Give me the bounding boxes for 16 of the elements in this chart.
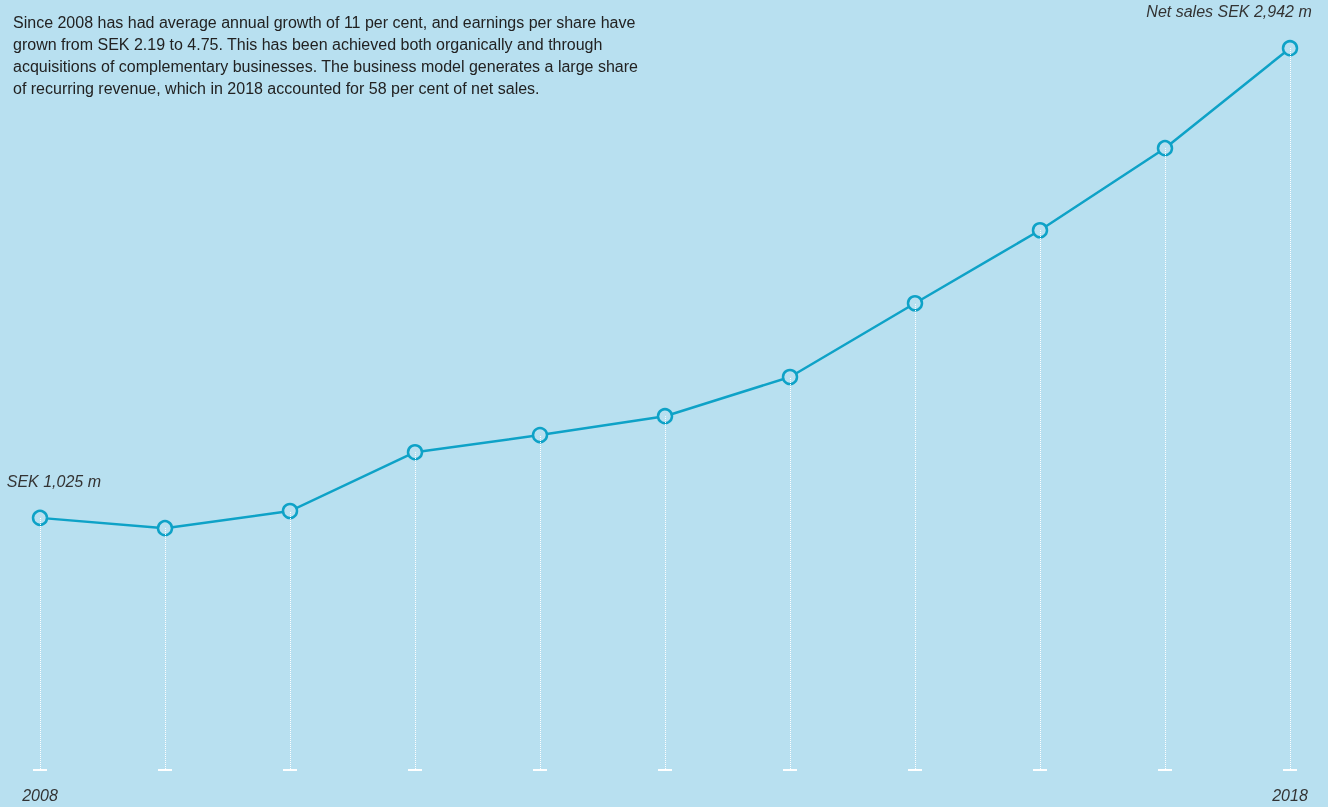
point — [1031, 222, 1049, 239]
point — [781, 368, 799, 386]
point — [281, 502, 299, 520]
point — [31, 509, 49, 527]
x-tick-label: 2008 — [21, 786, 58, 804]
point — [1156, 139, 1174, 157]
annotation: Since 2008 has had average annual growth of 11 per cent, and earnings per share have grown from SEK 2.19 to 4.75. This has been achieved both organically and through acquisitions of complementary businesses. The business model generates a large share of recurring revenue, which in 2018 accounted for 58 per cent of net sales. — [13, 13, 643, 97]
data-label: SEK 1,025 m — [6, 473, 102, 491]
point — [656, 407, 674, 425]
point — [531, 426, 549, 444]
point — [1281, 39, 1299, 57]
data-label: Net sales SEK 2,942 m — [1146, 3, 1312, 21]
point — [406, 443, 424, 461]
point — [156, 519, 174, 537]
point — [906, 295, 924, 312]
x-tick-label: 2018 — [1271, 786, 1308, 804]
